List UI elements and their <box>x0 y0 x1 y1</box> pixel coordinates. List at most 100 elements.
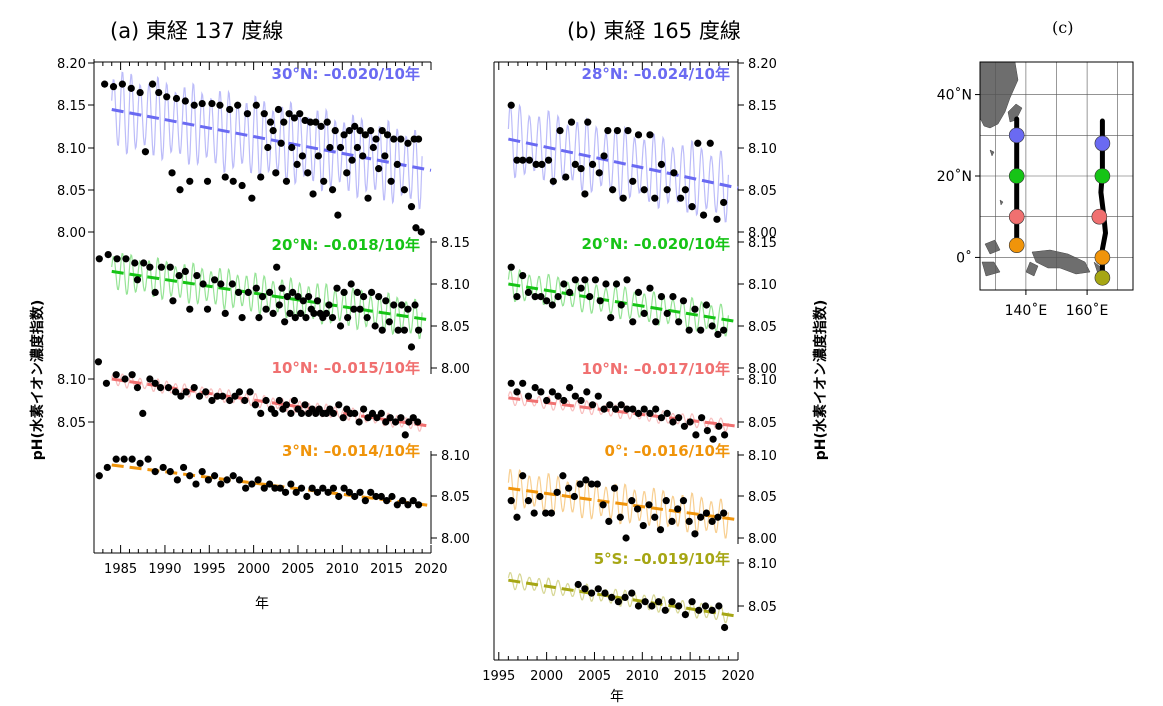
data-point <box>720 198 728 207</box>
data-point <box>383 497 391 505</box>
series-label: 20°N: –0.018/10年 <box>272 236 420 254</box>
data-point <box>336 322 345 330</box>
data-point <box>414 501 423 509</box>
data-point <box>364 414 372 422</box>
y-tick-label: 8.10 <box>441 278 470 293</box>
data-point <box>226 396 234 405</box>
data-point <box>648 602 656 610</box>
data-point <box>373 414 381 422</box>
data-point <box>367 488 375 496</box>
data-point <box>629 405 637 413</box>
data-point <box>581 190 589 198</box>
y-tick-label: 8.15 <box>748 236 777 251</box>
station-marker <box>1091 208 1108 225</box>
data-point <box>611 405 620 413</box>
data-point <box>565 384 574 392</box>
data-point <box>260 484 268 492</box>
data-point <box>265 480 274 488</box>
data-point <box>345 488 354 496</box>
data-point <box>360 293 368 301</box>
data-point <box>715 422 723 430</box>
data-point <box>613 127 622 135</box>
y-tick-label: 8.05 <box>748 600 777 615</box>
data-point <box>322 309 330 317</box>
data-point <box>679 497 688 505</box>
data-point <box>519 379 527 387</box>
y-tick-label: 8.05 <box>748 184 777 199</box>
data-point <box>260 110 268 118</box>
data-point <box>507 263 515 271</box>
x-tick-label: 1995 <box>482 669 515 684</box>
data-point <box>369 143 377 152</box>
data-point <box>359 152 367 160</box>
data-point <box>624 127 632 135</box>
data-point <box>407 203 416 211</box>
data-point <box>329 409 338 417</box>
data-point <box>532 160 540 168</box>
data-point <box>356 488 364 496</box>
data-point <box>519 272 527 280</box>
data-point <box>414 135 423 143</box>
data-point <box>713 215 721 223</box>
data-point <box>269 127 277 135</box>
x-tick-label: 2005 <box>578 669 611 684</box>
data-point <box>596 297 604 305</box>
data-point <box>265 288 274 296</box>
data-point <box>301 401 309 409</box>
data-point <box>657 293 666 301</box>
data-point <box>172 94 181 103</box>
y-tick-label: 8.15 <box>441 236 470 251</box>
data-point <box>248 480 256 488</box>
data-point <box>565 484 573 492</box>
data-point <box>319 484 327 492</box>
data-point <box>118 80 126 88</box>
data-point <box>554 293 562 301</box>
data-point <box>586 293 594 301</box>
data-point <box>302 314 310 322</box>
data-point <box>355 418 363 426</box>
data-point <box>559 472 567 480</box>
x-tick-label: 2010 <box>326 562 359 577</box>
data-point <box>685 326 693 334</box>
data-point <box>345 127 354 135</box>
data-point <box>122 255 130 263</box>
data-point <box>670 169 678 177</box>
data-point <box>176 186 184 194</box>
data-point <box>248 194 256 202</box>
data-point <box>312 118 320 126</box>
data-point <box>326 143 334 152</box>
data-point <box>372 492 380 501</box>
data-point <box>340 484 348 492</box>
data-point <box>275 396 283 405</box>
data-point <box>404 501 412 509</box>
data-point <box>388 492 396 501</box>
data-point <box>351 492 359 501</box>
data-point <box>571 392 579 400</box>
data-point <box>272 169 280 177</box>
land-shape <box>989 149 995 157</box>
data-point <box>688 598 696 606</box>
data-point <box>103 463 111 472</box>
data-point <box>537 293 545 301</box>
data-point <box>646 409 654 417</box>
data-point <box>254 476 262 484</box>
data-point <box>675 318 683 326</box>
data-point <box>657 160 666 168</box>
data-point <box>588 160 597 168</box>
data-point <box>524 288 533 296</box>
data-point <box>133 384 142 392</box>
map-lat-label: 20˚N <box>937 168 972 185</box>
data-point <box>383 131 392 139</box>
data-point <box>351 409 359 417</box>
data-point <box>387 177 395 185</box>
data-point <box>199 280 207 288</box>
data-point <box>367 288 376 296</box>
data-point <box>121 375 129 383</box>
data-point <box>591 276 600 284</box>
data-point <box>584 118 592 126</box>
y-tick-label: 8.20 <box>748 57 777 72</box>
data-point <box>360 405 368 413</box>
data-point <box>593 480 601 488</box>
data-point <box>168 169 176 177</box>
data-point <box>353 143 361 152</box>
